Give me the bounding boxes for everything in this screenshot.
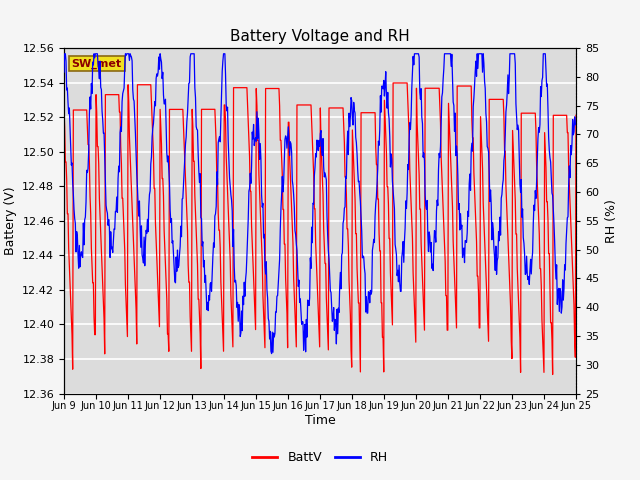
- X-axis label: Time: Time: [305, 414, 335, 427]
- Text: SW_met: SW_met: [72, 59, 122, 69]
- Title: Battery Voltage and RH: Battery Voltage and RH: [230, 29, 410, 44]
- Legend: BattV, RH: BattV, RH: [248, 446, 392, 469]
- Y-axis label: Battery (V): Battery (V): [4, 187, 17, 255]
- Y-axis label: RH (%): RH (%): [605, 199, 618, 243]
